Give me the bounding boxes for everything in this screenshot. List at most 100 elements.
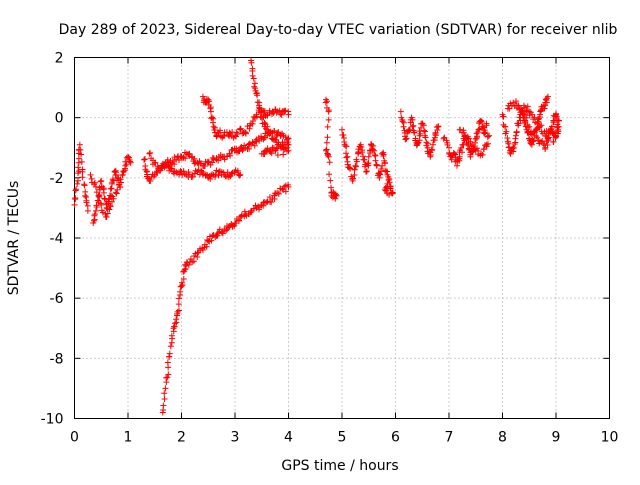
data-point (237, 171, 244, 178)
data-point (79, 168, 86, 175)
data-point (512, 132, 519, 139)
data-point (182, 155, 189, 162)
y-tick-label: -10 (41, 412, 64, 428)
data-point (525, 124, 532, 131)
data-point (325, 108, 332, 115)
data-point (160, 402, 167, 409)
data-point (207, 108, 214, 115)
data-point (382, 160, 389, 167)
data-point (275, 129, 282, 136)
data-point (285, 183, 292, 190)
data-point (91, 211, 98, 218)
data-point (555, 123, 562, 130)
data-point (186, 150, 193, 157)
data-point (467, 138, 474, 145)
y-tick-labels: -10 -8 -6 -4 -2 0 2 (41, 51, 64, 428)
data-point (552, 134, 559, 141)
data-point (79, 174, 86, 181)
data-point (164, 156, 171, 163)
data-point (347, 165, 354, 172)
data-point (251, 83, 258, 90)
y-tick-label: -2 (50, 171, 64, 187)
data-point (207, 176, 214, 183)
data-point (377, 168, 384, 175)
data-point (435, 123, 442, 130)
data-point (75, 164, 82, 171)
data-point (550, 138, 557, 145)
y-axis-label: SDTVAR / TECUs (6, 181, 22, 296)
data-point (249, 117, 256, 124)
data-point (411, 129, 418, 136)
data-point (84, 207, 91, 214)
data-point (530, 138, 537, 145)
x-axis-label: GPS time / hours (281, 458, 398, 474)
data-point (271, 196, 278, 203)
data-point (72, 196, 79, 203)
data-point (416, 128, 423, 135)
data-point (274, 189, 281, 196)
data-point (107, 202, 114, 209)
data-point (118, 179, 125, 186)
data-point (256, 105, 263, 112)
data-point (109, 176, 116, 183)
data-point (237, 125, 244, 132)
data-point (199, 247, 206, 254)
data-point (171, 161, 178, 168)
data-point (323, 146, 330, 153)
data-point (527, 130, 534, 137)
data-point (250, 75, 257, 82)
data-point (109, 179, 116, 186)
data-point (261, 148, 268, 155)
data-point (84, 202, 91, 209)
data-point (343, 143, 350, 150)
data-point (544, 142, 551, 149)
data-point (397, 108, 404, 115)
data-point (522, 104, 529, 111)
data-point (208, 114, 215, 121)
data-point (174, 308, 181, 315)
data-point (147, 149, 154, 156)
data-point (428, 146, 435, 153)
x-tick-label: 2 (177, 430, 186, 446)
data-point (165, 371, 172, 378)
data-point (326, 171, 333, 178)
x-tick-label: 5 (338, 430, 347, 446)
data-point (555, 117, 562, 124)
data-point (161, 395, 168, 402)
data-point (472, 135, 479, 142)
data-point (451, 150, 458, 157)
data-point (183, 263, 190, 270)
data-point (246, 140, 253, 147)
data-point (417, 130, 424, 137)
data-point (512, 98, 519, 105)
data-point (500, 113, 507, 120)
x-tick-label: 9 (552, 430, 561, 446)
data-point (409, 123, 416, 130)
data-point (175, 301, 182, 308)
data-point (409, 116, 416, 123)
data-point (206, 233, 213, 240)
data-point (373, 161, 380, 168)
data-point (94, 197, 101, 204)
data-point (166, 353, 173, 360)
data-point (93, 189, 100, 196)
data-point (460, 129, 467, 136)
data-point (147, 177, 154, 184)
data-point (106, 206, 113, 213)
data-point (171, 320, 178, 327)
data-point (325, 153, 332, 160)
data-point (71, 201, 78, 208)
data-point (384, 190, 391, 197)
data-point (96, 194, 103, 201)
data-point (353, 156, 360, 163)
data-point (369, 146, 376, 153)
data-point (221, 156, 228, 163)
data-point (285, 147, 292, 154)
data-point (267, 129, 274, 136)
data-point (361, 156, 368, 163)
data-point (402, 136, 409, 143)
data-point (480, 145, 487, 152)
data-point (520, 111, 527, 118)
data-point (371, 152, 378, 159)
